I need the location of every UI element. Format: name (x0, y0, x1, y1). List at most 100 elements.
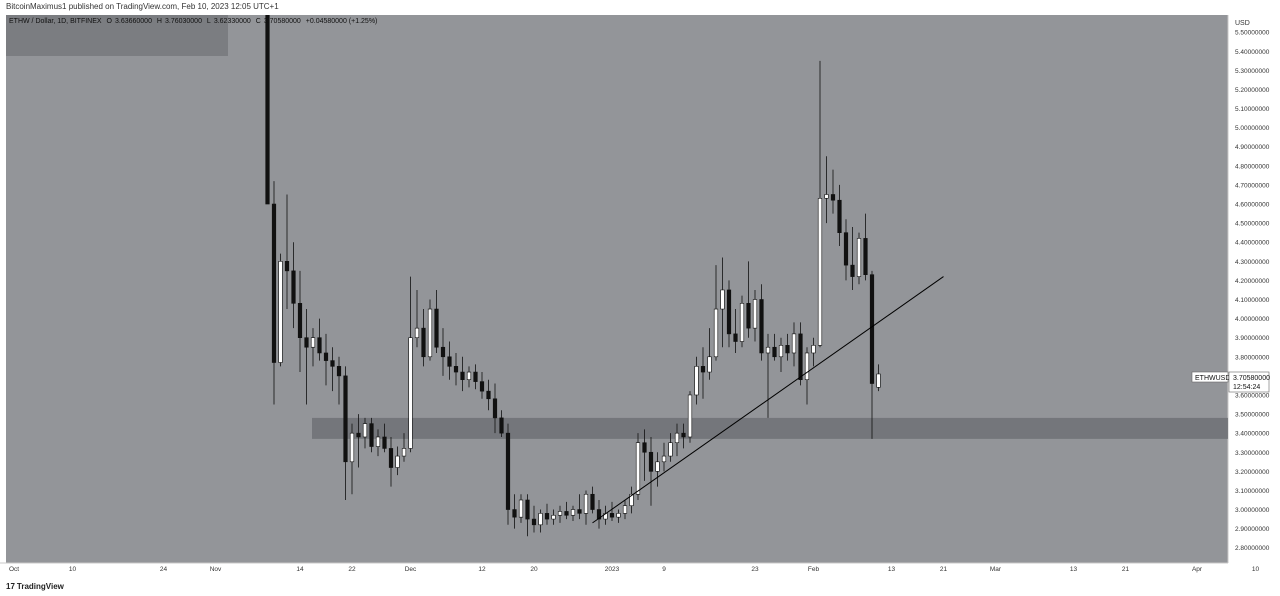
candle-body-up (635, 442, 641, 495)
candle-body-down (798, 333, 803, 380)
candle (388, 436, 394, 487)
low-value: 3.62330000 (213, 18, 251, 25)
candle-body-up (629, 493, 634, 507)
time-tick-label: 21 (1122, 566, 1130, 573)
candle (687, 391, 693, 443)
candle-body-down (492, 398, 498, 419)
candle-body-up (349, 432, 355, 463)
candle (518, 494, 524, 523)
candle-body-down (369, 423, 374, 447)
candle-body-down (304, 337, 309, 348)
candle-body-down (609, 513, 615, 518)
candle-body-down (336, 366, 342, 377)
candle (343, 366, 348, 500)
price-tick-label: 4.60000000 (1235, 202, 1270, 209)
last-price-label: ETHWUSD 3.70580000 12:54:24 (1191, 371, 1270, 393)
tradingview-logo[interactable]: 17 TradingView (6, 582, 64, 591)
candle-body-down (434, 308, 439, 348)
candle (739, 295, 745, 348)
candle-body-up (804, 352, 810, 380)
candle-body-up (811, 345, 816, 354)
candle-body-up (817, 198, 823, 346)
price-tick-label: 4.30000000 (1235, 259, 1270, 266)
candle (408, 276, 413, 453)
candle (512, 494, 517, 529)
candle (876, 364, 881, 392)
ticker-label: ETHWUSD (1195, 375, 1230, 382)
candle (798, 322, 803, 386)
candle-body-down (577, 509, 582, 514)
candle-body-down (317, 337, 322, 354)
candle-body-up (661, 455, 667, 463)
candle (447, 341, 452, 380)
time-tick-label: 20 (530, 566, 538, 573)
time-tick-label: 13 (888, 566, 896, 573)
candle (752, 289, 758, 342)
time-tick-label: 21 (940, 566, 948, 573)
candle-body-down (544, 513, 550, 520)
candle (297, 270, 303, 373)
candle (369, 417, 374, 453)
price-tick-label: 3.90000000 (1235, 335, 1270, 342)
candle-body-down (642, 442, 647, 453)
low-key: L (206, 18, 211, 25)
price-axis-background (1228, 15, 1280, 563)
candle (616, 509, 621, 523)
candle (648, 436, 654, 506)
candle (453, 352, 459, 386)
price-tick-label: 4.90000000 (1235, 144, 1270, 151)
candle (759, 284, 764, 361)
candle-body-up (401, 448, 407, 457)
candle (655, 452, 660, 487)
candle (375, 429, 381, 457)
tradingview-brand: TradingView (16, 582, 64, 591)
candle-body-down (473, 371, 478, 382)
price-tick-label: 3.60000000 (1235, 392, 1270, 399)
candle (785, 333, 790, 361)
candle-body-up (616, 513, 621, 518)
time-tick-label: 2023 (605, 566, 620, 573)
candle-body-up (720, 289, 725, 310)
candle-body-down (486, 390, 491, 400)
candle-body-up (707, 356, 712, 373)
candle-body-up (278, 261, 283, 363)
candle (336, 356, 342, 405)
candle (843, 219, 849, 281)
candle-body-down (837, 199, 842, 233)
time-tick-label: 10 (1252, 566, 1260, 573)
candle-body-down (733, 333, 738, 342)
candle-body-down (323, 352, 329, 361)
candle (590, 486, 595, 514)
change-value: +0.04580000 (+1.25%) (305, 18, 378, 25)
candle (713, 265, 719, 361)
candle-body-up (408, 337, 413, 449)
ascending-trendline[interactable] (592, 276, 944, 524)
candle-body-down (297, 303, 303, 338)
price-tick-label: 2.80000000 (1235, 545, 1270, 552)
candle-body-down (564, 511, 569, 516)
candle (440, 328, 446, 376)
candle (674, 423, 680, 457)
time-tick-label: 12 (478, 566, 486, 573)
candle-body-down (447, 356, 452, 367)
candle (473, 364, 478, 390)
candle-body-up (739, 303, 745, 342)
candle-body-up (427, 308, 433, 358)
candle-body-down (271, 203, 277, 363)
candle (564, 501, 569, 520)
candle-body-down (265, 15, 270, 205)
candle-body-down (850, 264, 855, 277)
candle-body-down (700, 366, 706, 373)
close-value: 3.70580000 (263, 18, 301, 25)
candlestick-chart[interactable]: USD 5.50000000 5.40000000 5.30000000 5.2000… (0, 15, 1280, 578)
candle (382, 423, 387, 453)
candle (830, 169, 836, 214)
candle-body-up (856, 238, 862, 277)
price-tick-label: 3.20000000 (1235, 469, 1270, 476)
candle (791, 322, 797, 367)
time-tick-label: 10 (69, 566, 77, 573)
symbol-name: ETHW / Dollar, 1D, BITFINEX (9, 18, 102, 25)
candle (778, 337, 784, 373)
candle (531, 505, 537, 533)
candle-body-up (570, 509, 576, 516)
